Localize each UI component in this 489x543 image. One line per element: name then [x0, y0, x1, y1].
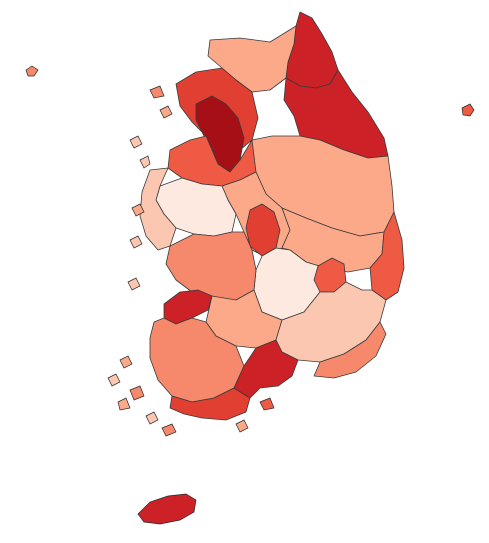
islet-sw-5: [145, 411, 159, 425]
islet-northwest: [25, 65, 39, 77]
region-jeonbuk: [165, 231, 257, 301]
island-regions: [25, 65, 475, 525]
region-gyeongnam: [275, 281, 387, 363]
region-gyeongnam-south: [233, 339, 299, 399]
islet-sw-2: [107, 373, 121, 387]
islet-w-2: [129, 235, 143, 249]
islet-sw-1: [119, 355, 133, 369]
region-jeonbuk-coast: [163, 289, 213, 325]
islet-nw-2: [159, 105, 173, 119]
mainland-regions: [139, 11, 405, 421]
region-gangwon-north: [285, 11, 339, 89]
region-gyeongbuk-coast: [369, 211, 405, 301]
islet-w-3: [131, 203, 145, 217]
islet-sw-3: [129, 385, 145, 401]
islet-s-2: [235, 419, 249, 433]
islet-s-1: [259, 397, 275, 411]
islet-w-1: [127, 277, 141, 291]
islet-nw-1: [149, 85, 165, 99]
islet-sw-6: [161, 423, 177, 437]
region-gangwon-east: [283, 69, 389, 159]
region-busan-ulsan: [313, 321, 387, 379]
islet-nw-3: [139, 155, 151, 169]
islet-sw-4: [117, 397, 131, 411]
region-ulleungdo: [461, 103, 475, 117]
region-jeonnam-south: [169, 387, 251, 421]
region-jeju: [137, 493, 197, 525]
region-gyeongbuk-north: [281, 207, 385, 273]
islet-w-4: [129, 135, 143, 149]
